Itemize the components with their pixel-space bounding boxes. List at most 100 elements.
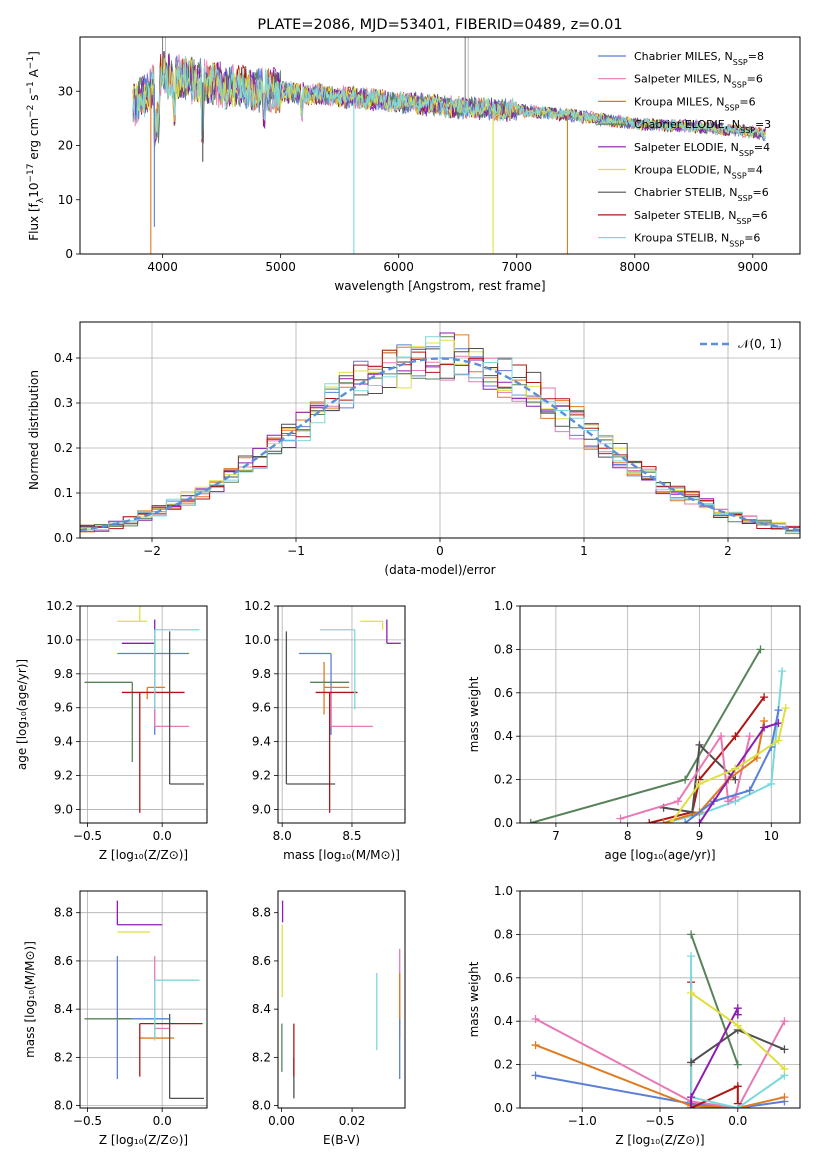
y-tick-label: 10.2 <box>244 599 271 613</box>
weight-marker <box>531 1041 540 1050</box>
histogram-salpeter_stelib <box>80 349 800 530</box>
plot-layer: 4000 5000 6000 7000 8000 90000102030wavelengt… <box>15 36 801 1147</box>
weight-marker <box>724 797 733 806</box>
y-tick-label: 9.2 <box>54 769 73 783</box>
y-tick-label: 9.6 <box>54 701 73 715</box>
errorbar-salpeter_stelib <box>121 691 185 813</box>
y-axis-label: age [log₁₀(age/yr)] <box>15 659 29 770</box>
errorbar-kroupa_elodie <box>360 620 384 630</box>
errorbar-chabrier_stelib <box>285 631 336 785</box>
errorbar-kroupa_stelib <box>154 979 200 1041</box>
y-tick-label: 8.0 <box>54 1099 73 1113</box>
legend-label: Kroupa MILES, NSSP=6 <box>634 95 756 112</box>
figure-title: PLATE=2086, MJD=53401, FIBERID=0489, z=0… <box>257 17 622 33</box>
weight-marker <box>733 1104 742 1108</box>
weight-marker <box>778 667 787 676</box>
x-axis-label: mass [log₁₀(M/M⊙)] <box>283 848 400 862</box>
weight-marker <box>760 723 769 732</box>
spectrum-legend: Chabrier MILES, NSSP=8 Salpeter MILES, NS… <box>598 50 771 248</box>
weight-marker <box>687 1093 696 1102</box>
weight-marker <box>774 706 783 715</box>
weight-marker <box>760 693 769 702</box>
y-tick-label: 8.4 <box>54 1002 73 1016</box>
weight-marker <box>745 786 754 795</box>
y-tick-label: 9.2 <box>252 769 271 783</box>
errorbar-chabrier_miles <box>298 652 332 735</box>
y-tick-label: 10 <box>58 193 73 207</box>
errorbar-chabrier_stelib <box>168 631 205 785</box>
y-tick-label: 9.6 <box>252 701 271 715</box>
legend-label: Chabrier ELODIE, NSSP=3 <box>634 118 771 135</box>
weight-marker <box>687 1058 696 1067</box>
x-tick-label: −1 <box>287 544 305 558</box>
weight-marker <box>733 1021 742 1030</box>
x-tick-label: 0 <box>436 544 444 558</box>
weight-line-chabrier_miles <box>535 1074 785 1108</box>
weight-marker <box>681 775 690 784</box>
y-tick-label: 0.4 <box>54 351 73 365</box>
y-tick-label: 8.2 <box>252 1050 271 1064</box>
x-tick-label: 10 <box>764 829 779 843</box>
weight-line-kroupa_stelib <box>690 956 785 1108</box>
x-tick-label: 8.5 <box>342 829 361 843</box>
x-tick-label: 6000 <box>383 260 414 274</box>
y-tick-label: 0.4 <box>494 1014 513 1028</box>
x-tick-label: −0.5 <box>645 1114 674 1128</box>
errorbar-salpeter_elodie <box>121 619 156 678</box>
weight-marker <box>780 1093 789 1102</box>
weight-marker <box>781 703 790 712</box>
age_vs_Z-axes: −0.5 0.0 9.0 9.2 9.4 9.6 9.8 10.0 10.2 Z [log₁₀(Z… <box>15 599 207 862</box>
weight-marker <box>666 819 675 823</box>
y-tick-label: 9.8 <box>252 667 271 681</box>
spectrum-plot <box>132 37 766 254</box>
y-tick-label: 8.6 <box>252 954 271 968</box>
errorbar-chabrier_elodie <box>84 681 133 762</box>
legend-label: Salpeter ELODIE, NSSP=4 <box>634 141 770 158</box>
y-tick-label: 1.0 <box>494 599 513 613</box>
weight-marker <box>733 1082 742 1091</box>
weight-marker <box>526 819 535 823</box>
x-tick-label: 8 <box>624 829 632 843</box>
y-tick-label: 0.0 <box>494 816 513 830</box>
x-tick-label: 4000 <box>147 260 178 274</box>
x-tick-label: 7 <box>552 829 560 843</box>
weight-marker <box>659 819 668 823</box>
mass_vs_Z-axes: −0.5 0.0 8.0 8.2 8.4 8.6 8.8 Z [log₁₀(Z/Z⊙)] mas… <box>23 891 207 1147</box>
errorbar-salpeter_miles <box>330 689 373 728</box>
y-tick-label: 0.0 <box>494 1101 513 1115</box>
errorbar-salpeter_stelib <box>139 1022 203 1077</box>
y-tick-label: 8.6 <box>54 954 73 968</box>
weight-marker <box>687 988 696 997</box>
y-tick-label: 0.4 <box>494 729 513 743</box>
weight-marker <box>531 1015 540 1024</box>
x-tick-label: 1 <box>580 544 588 558</box>
legend-label: Salpeter MILES, NSSP=6 <box>634 73 763 90</box>
y-tick-label: 0.6 <box>494 971 513 985</box>
x-tick-label: 5000 <box>265 260 296 274</box>
y-tick-label: 0.8 <box>494 642 513 656</box>
age_vs_Z-frame <box>79 605 208 824</box>
weight-marker <box>731 764 740 773</box>
weight-marker <box>531 1071 540 1080</box>
weight-marker <box>774 736 783 745</box>
errorbar-kroupa_miles <box>323 661 350 715</box>
x-tick-label: 9000 <box>738 260 769 274</box>
y-tick-label: 8.2 <box>54 1050 73 1064</box>
weight_vs_age-frame <box>519 605 801 824</box>
errorbar-chabrier_miles <box>117 652 190 735</box>
mass_vs_ebv-axes: 0.00 0.02 8.0 8.2 8.4 8.6 8.8 E(B-V) <box>252 906 366 1147</box>
y-tick-label: 10.0 <box>46 633 73 647</box>
weight-marker <box>681 819 690 823</box>
y-tick-label: 9.0 <box>252 802 271 816</box>
weight-line-kroupa_miles <box>535 1044 785 1108</box>
y-axis-label: Normed distribution <box>27 370 41 490</box>
legend-label: Chabrier MILES, NSSP=8 <box>634 50 764 67</box>
y-tick-label: 9.8 <box>54 667 73 681</box>
weight-marker <box>687 1104 696 1108</box>
weight-line-salpeter_miles <box>620 733 751 820</box>
weight-marker <box>745 732 754 741</box>
y-tick-label: 8.4 <box>252 1002 271 1016</box>
mass_vs_Z-frame <box>79 890 208 1109</box>
errorbar-kroupa_stelib <box>319 629 356 710</box>
